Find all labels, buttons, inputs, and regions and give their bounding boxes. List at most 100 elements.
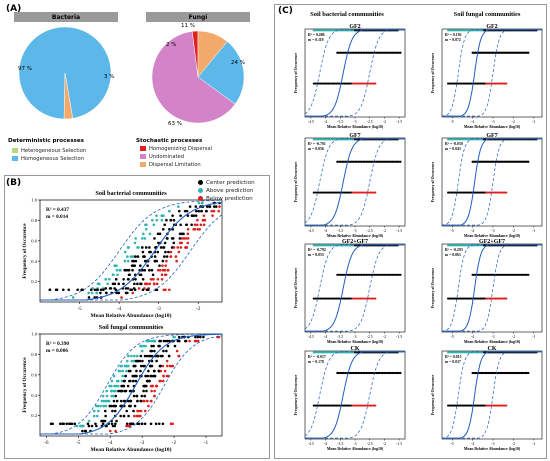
c-pt-1-108	[459, 82, 462, 85]
m-1: m = 0.006	[46, 348, 68, 354]
point-0-151	[134, 255, 137, 258]
c-xtick-label-6-6: -1.5	[396, 442, 402, 446]
point-0-92	[143, 268, 147, 272]
point-0-72	[134, 277, 137, 281]
point-0-317	[81, 288, 85, 292]
pie-label-1-3: 24 %	[231, 60, 245, 66]
point-1-246	[148, 364, 152, 368]
point-1-160	[150, 384, 154, 388]
c-xtick-label-6-3: -3	[353, 442, 356, 446]
point-0-16	[95, 291, 98, 295]
ci-lower-0	[40, 214, 223, 301]
c-pt-1-137	[503, 82, 506, 85]
c-pt-1-105	[454, 82, 457, 85]
point-1-332	[199, 335, 202, 339]
point-1-182	[148, 379, 151, 383]
c-pt-0-108	[325, 82, 328, 85]
c-pt-5-114	[468, 297, 471, 300]
point-1-39	[133, 414, 136, 418]
y-tick-label-0-2: 0.6	[31, 238, 37, 243]
c-pt-2-131	[362, 191, 366, 194]
c-ci-upper-3	[442, 138, 542, 226]
point-0-83	[151, 273, 155, 277]
point-0-70	[107, 277, 111, 281]
c-pt-7-102	[450, 404, 453, 407]
c-xtick-label-6-4: -2.5	[367, 442, 373, 446]
point-1-333	[194, 335, 197, 339]
point-0-3	[120, 296, 123, 299]
point-0-53	[148, 282, 152, 286]
point-0-178	[137, 246, 140, 249]
point-0-243	[155, 218, 159, 222]
c-points-6	[312, 351, 402, 407]
point-0-310	[164, 288, 167, 292]
c-pt-7-119	[476, 404, 479, 407]
c-pt-5-115	[469, 297, 473, 300]
pie-label-0-0: 97 %	[18, 66, 32, 72]
c-pt-0-65	[344, 51, 347, 54]
c-points-4	[312, 244, 402, 300]
c-pt-2-137	[372, 191, 375, 194]
point-1-363	[157, 422, 161, 426]
c-pt-5-125	[485, 297, 488, 300]
c-pt-3-127	[488, 191, 491, 194]
c-pt-4-102	[315, 297, 319, 300]
c-pt-3-123	[482, 191, 485, 194]
point-1-137	[110, 389, 113, 393]
c-pt-0-84	[375, 51, 378, 54]
c-pt-1-114	[468, 82, 471, 85]
point-1-25	[127, 424, 131, 428]
c-pt-0-62	[339, 51, 342, 54]
point-0-220	[161, 228, 165, 231]
c-pt-3-115	[469, 191, 473, 194]
point-0-76	[116, 273, 119, 277]
c-pt-4-125	[353, 297, 356, 300]
c-pt-0-85	[376, 51, 379, 54]
point-1-306	[162, 339, 166, 343]
point-1-216	[147, 369, 150, 373]
point-0-320	[154, 288, 158, 292]
c-pt-2-115	[336, 191, 340, 194]
c-xtick-label-5-1: -4	[471, 335, 474, 339]
point-1-5	[84, 429, 88, 433]
c-pt-7-120	[477, 404, 480, 407]
x-tick-label-1-0: -6	[44, 441, 49, 446]
point-0-247	[203, 218, 207, 222]
point-1-292	[142, 344, 146, 348]
point-1-132	[142, 389, 145, 393]
point-0-230	[184, 223, 188, 227]
swatch-homogenizing	[140, 146, 146, 151]
point-1-79	[108, 404, 112, 408]
y-tick-label-1-2: 0.6	[31, 372, 37, 377]
c-pt-6-61	[337, 371, 341, 375]
c-col-title-0: Soil bacterial communities	[310, 11, 384, 18]
point-0-61	[156, 277, 160, 281]
point-1-47	[139, 409, 143, 413]
c-pt-4-70	[352, 273, 355, 276]
point-0-115	[146, 264, 149, 267]
point-1-150	[116, 384, 120, 388]
point-0-54	[96, 282, 100, 286]
point-1-163	[144, 384, 148, 388]
c-xlabel-5: Mean Relative Abundance (log10)	[464, 340, 521, 344]
point-0-316	[133, 288, 137, 292]
c-pt-0-109	[327, 82, 330, 85]
c-pt-4-138	[374, 297, 377, 300]
y-tick-label-1-0: 0.2	[31, 413, 37, 418]
point-1-345	[125, 422, 129, 426]
c-pt-3-108	[459, 191, 462, 194]
point-1-258	[165, 359, 169, 363]
c-pt-6-121	[346, 404, 349, 407]
point-1-373	[69, 422, 72, 426]
c-pt-5-113	[466, 297, 470, 300]
c-pt-0-73	[357, 51, 360, 54]
point-1-229	[139, 364, 143, 368]
point-0-206	[182, 232, 185, 236]
c-pt-5-134	[499, 297, 502, 300]
c-pt-4-80	[368, 273, 371, 276]
c-pt-5-118	[474, 297, 477, 300]
point-1-322	[177, 339, 181, 343]
c-pt-0-106	[322, 82, 325, 85]
c-pt-1-107	[457, 82, 460, 85]
point-0-80	[111, 273, 115, 277]
